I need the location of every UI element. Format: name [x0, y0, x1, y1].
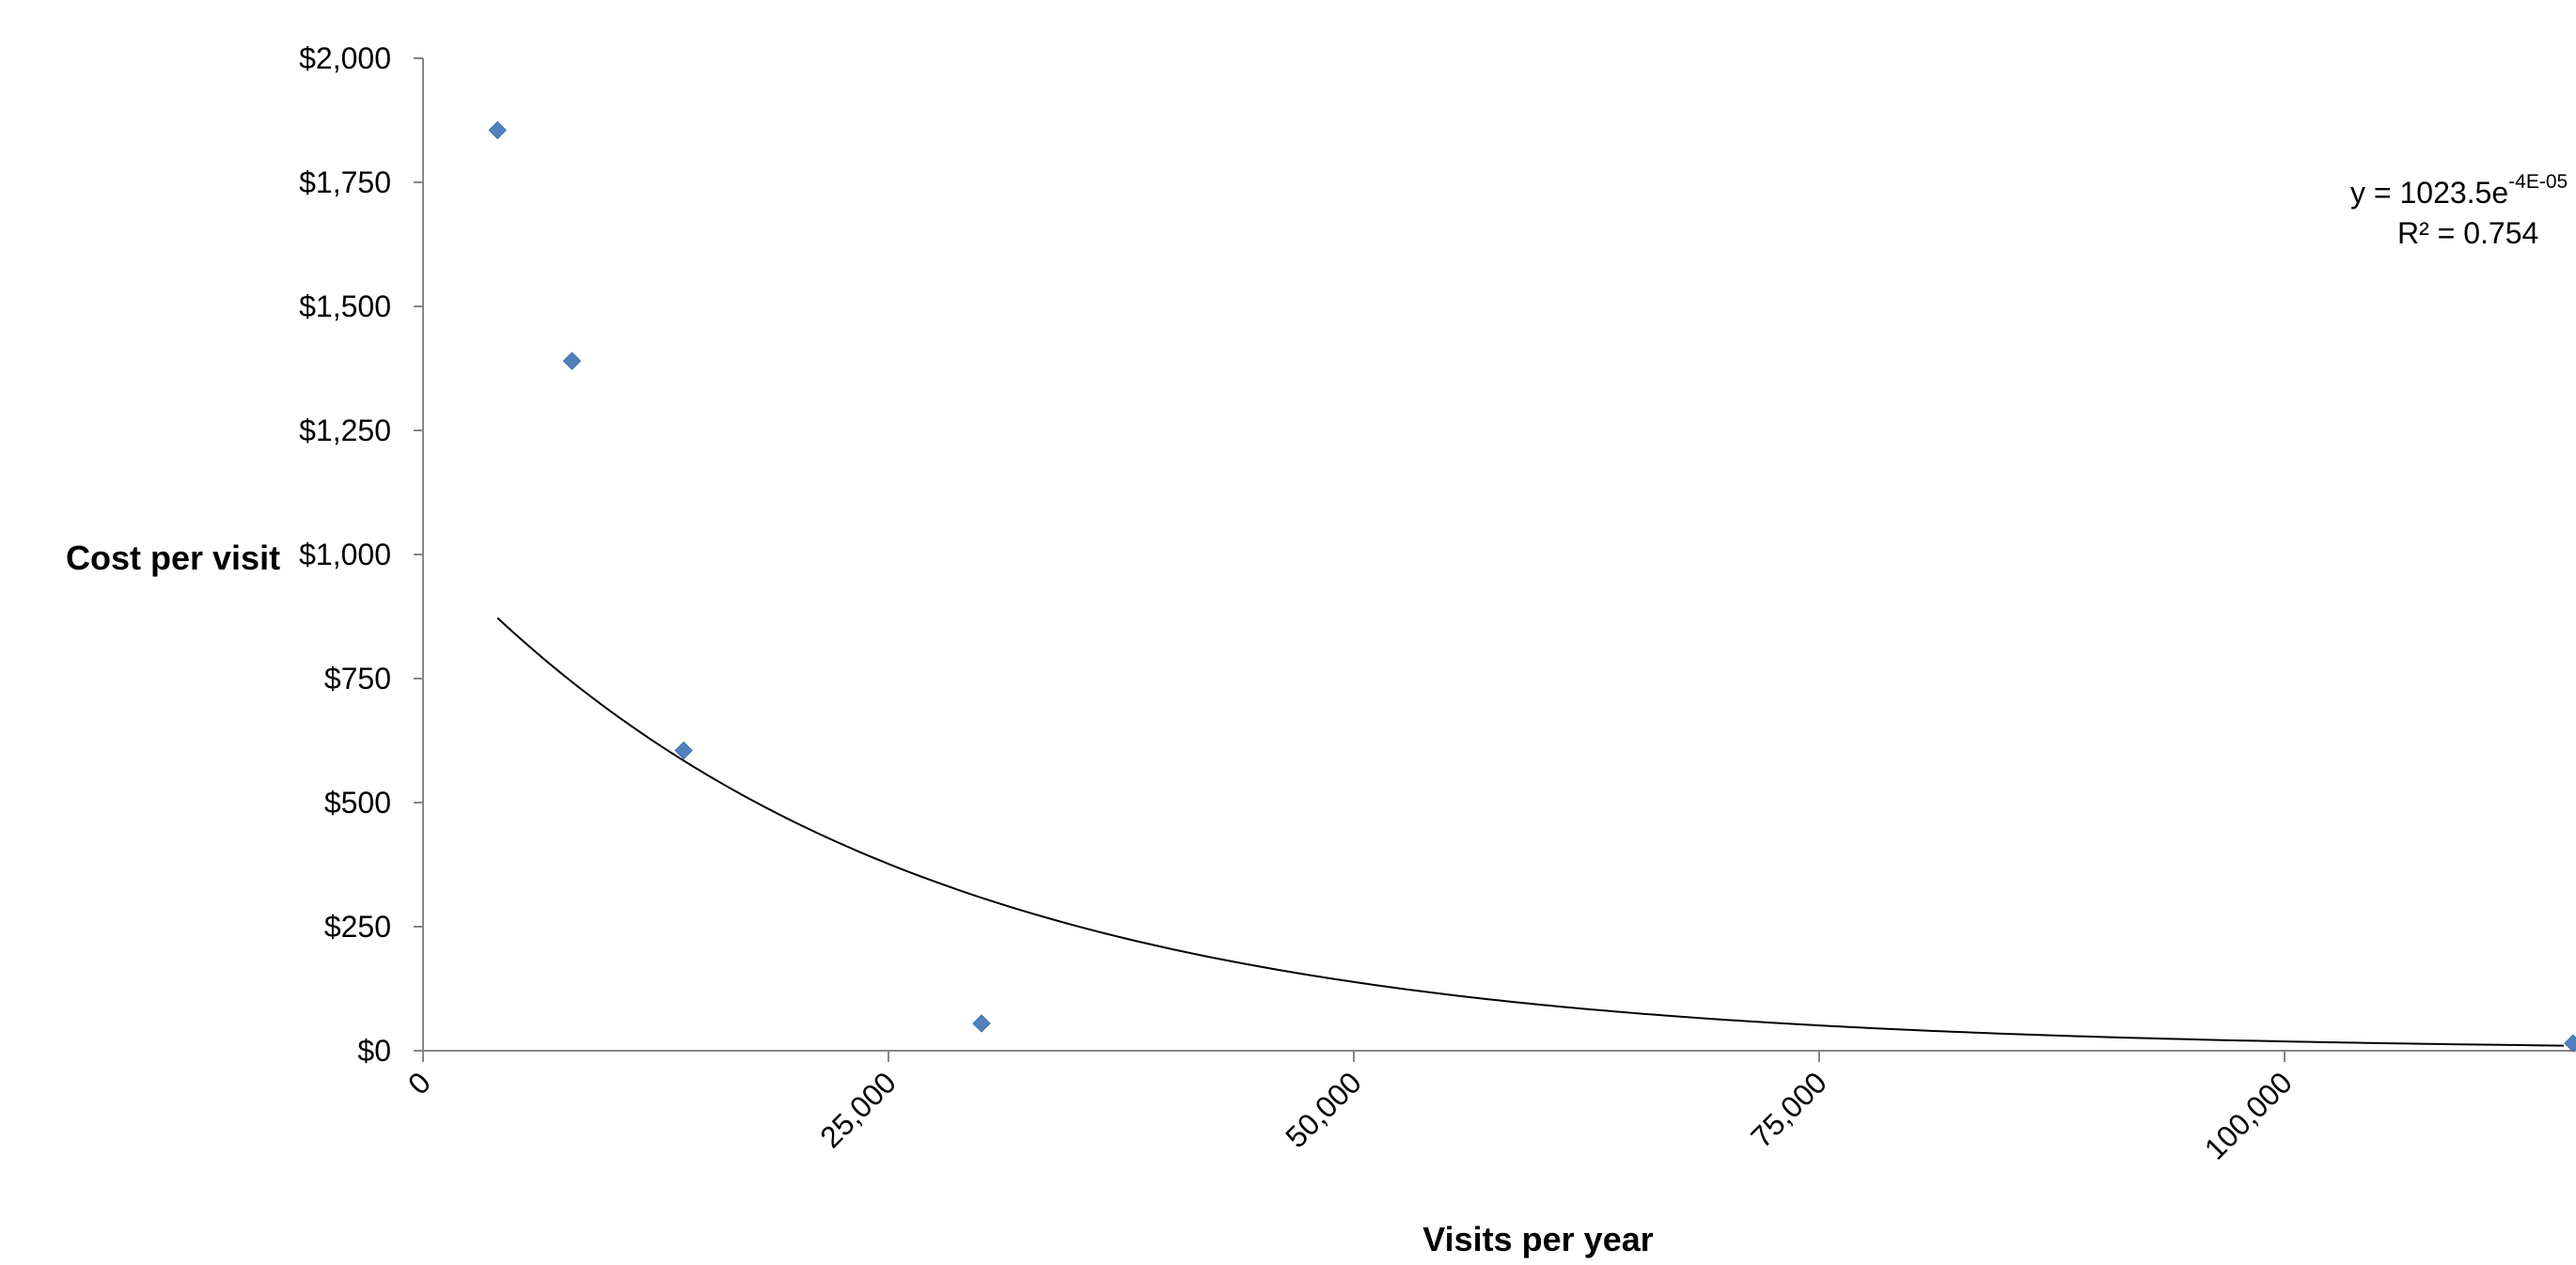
- axes: [422, 58, 2576, 1052]
- trendline-equation: y = 1023.5e-4E-05: [2350, 171, 2568, 210]
- trendline: [496, 617, 2565, 1047]
- y-tick-label: $1,500: [299, 289, 391, 323]
- y-tick-label: $250: [324, 910, 391, 944]
- data-point: [972, 1014, 991, 1033]
- x-axis-title: Visits per year: [1422, 1220, 1654, 1258]
- trendline-layer: [496, 617, 2565, 1047]
- trendline-r-squared: R² = 0.754: [2397, 216, 2538, 250]
- x-tick-label: 100,000: [2198, 1065, 2299, 1165]
- trendline-equation-exponent: -4E-05: [2508, 171, 2568, 193]
- y-tick-label: $1,250: [299, 414, 391, 447]
- data-point: [2564, 1034, 2576, 1053]
- data-point: [562, 351, 582, 370]
- trendline-equation-base: y = 1023.5e: [2350, 176, 2508, 210]
- data-point: [674, 741, 693, 760]
- data-point: [488, 120, 507, 140]
- data-points: [488, 120, 2576, 1053]
- y-tick-label: $1,000: [299, 538, 391, 571]
- y-tick-label: $500: [324, 786, 391, 820]
- y-axis-title: Cost per visit: [66, 539, 280, 577]
- x-tick-label: 0: [401, 1065, 437, 1101]
- x-tick-label: 50,000: [1279, 1065, 1368, 1154]
- y-tick-label: $1,750: [299, 165, 391, 199]
- y-tick-label: $2,000: [299, 41, 391, 75]
- x-axis-ticks: 0 25,000 50,000 75,000 100,000: [401, 1051, 2299, 1166]
- y-tick-label: $0: [357, 1034, 391, 1068]
- x-tick-label: 25,000: [813, 1065, 903, 1154]
- y-axis-ticks: $0 $250 $500 $750 $1,000 $1,250 $1,500 $1,750 $2…: [299, 41, 423, 1068]
- x-tick-label: 75,000: [1744, 1065, 1833, 1154]
- y-tick-label: $750: [324, 662, 391, 695]
